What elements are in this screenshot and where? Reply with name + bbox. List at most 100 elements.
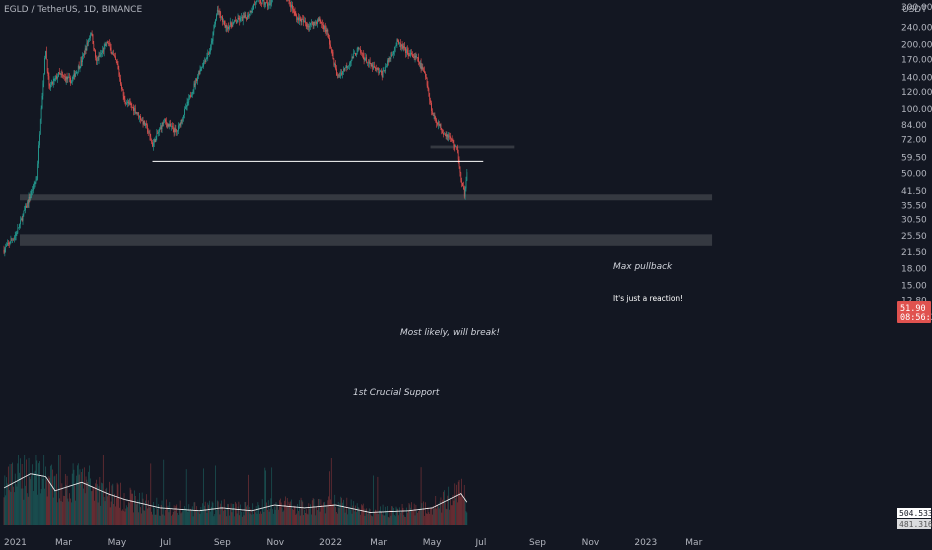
candle-body: [153, 139, 155, 143]
volume-bar: [238, 501, 240, 525]
candle-body: [18, 227, 20, 229]
candle-body: [210, 47, 211, 52]
candle-body: [399, 42, 401, 48]
volume-bar: [196, 506, 197, 525]
volume-bar: [159, 515, 161, 525]
candle-body: [5, 246, 7, 249]
candle-body: [235, 21, 237, 23]
volume-bar: [348, 507, 349, 525]
candle-body: [44, 58, 45, 75]
candle-body: [20, 218, 22, 221]
volume-bar: [313, 499, 315, 525]
candle-body: [465, 180, 467, 189]
x-tick-label: 2023: [634, 538, 657, 548]
volume-bar: [444, 490, 445, 525]
volume-bar: [44, 488, 45, 525]
volume-bar: [404, 516, 406, 525]
volume-bar: [149, 506, 151, 525]
candle-body: [22, 214, 24, 221]
volume-bar: [52, 497, 54, 525]
candle-body: [85, 48, 87, 51]
volume-bar: [303, 515, 304, 525]
candle-body: [464, 188, 466, 197]
candle-body: [39, 119, 41, 135]
volume-bar: [402, 507, 404, 525]
volume-bar: [406, 512, 408, 525]
volume-bar: [308, 503, 310, 525]
candle-body: [343, 69, 345, 71]
volume-bar: [452, 494, 454, 525]
volume-bar: [351, 513, 353, 525]
volume-bar: [343, 499, 344, 525]
candle-body: [43, 74, 45, 84]
volume-bar: [287, 506, 289, 525]
chart-title: EGLD / TetherUS, 1D, BINANCE: [4, 5, 142, 15]
candle-body: [138, 112, 140, 118]
candle-body: [304, 20, 305, 23]
candle-body: [55, 76, 57, 79]
volume-bar: [383, 515, 385, 525]
volume-bar: [222, 506, 223, 525]
crucial-support-note: 1st Crucial Support: [353, 388, 440, 398]
candle-body: [200, 69, 202, 70]
candle-body: [403, 46, 405, 49]
y-axis[interactable]: 12.8015.0018.0021.5025.5030.5035.5041.50…: [901, 0, 932, 307]
candle-body: [47, 71, 49, 77]
volume-bar: [169, 501, 171, 525]
candle-body: [307, 25, 309, 27]
candle-body: [24, 210, 26, 211]
candle-body: [74, 73, 76, 77]
candle-body: [265, 2, 266, 5]
candle-body: [79, 66, 81, 69]
candle-body: [209, 51, 210, 55]
volume-bar: [68, 501, 70, 525]
candle-body: [393, 50, 394, 55]
volume-bar: [116, 482, 118, 525]
candle-body: [386, 66, 387, 67]
candle-body: [441, 129, 443, 131]
candle-body: [238, 17, 240, 20]
volume-bar: [277, 504, 279, 525]
candle-body: [15, 234, 17, 236]
candle-body: [239, 19, 241, 21]
candle-body: [463, 186, 464, 190]
candle-body: [150, 136, 152, 141]
candle-body: [392, 54, 393, 55]
volume-bar: [256, 513, 258, 525]
candle-body: [260, 0, 261, 4]
x-axis[interactable]: 2021 Mar May Jul Sep Nov 2022 Mar May Jul Sep Nov 20…: [4, 538, 703, 548]
candle-body: [296, 15, 298, 20]
candle-body: [53, 79, 55, 81]
volume-bar: [45, 479, 47, 525]
candle-body: [463, 189, 465, 197]
candle-body: [139, 115, 140, 118]
volume-bar: [249, 513, 251, 525]
candle-body: [329, 37, 330, 45]
candle-body: [377, 68, 379, 70]
volume-bar: [368, 513, 369, 525]
volume-bar: [3, 497, 5, 525]
volume-bar: [215, 465, 216, 525]
candle-body: [120, 78, 121, 85]
volume-bar: [50, 465, 51, 525]
candle-body: [103, 46, 105, 52]
candle-body: [52, 80, 54, 85]
volume-bar: [58, 498, 60, 525]
max-pullback-note: Max pullback: [613, 262, 673, 272]
candle-body: [180, 119, 182, 126]
candle-body: [217, 9, 219, 12]
volume-bar: [445, 508, 447, 525]
volume-bar: [139, 492, 140, 525]
y-tick-label: 300.00: [901, 3, 932, 13]
volume-bar: [263, 511, 265, 525]
candle-body: [95, 50, 96, 58]
volume-bar: [140, 507, 141, 525]
candle-body: [225, 25, 227, 28]
volume-bar: [8, 490, 10, 525]
candle-body: [401, 44, 403, 47]
candle-body: [118, 68, 120, 75]
candle-body: [398, 40, 399, 44]
candle-body: [102, 50, 103, 53]
